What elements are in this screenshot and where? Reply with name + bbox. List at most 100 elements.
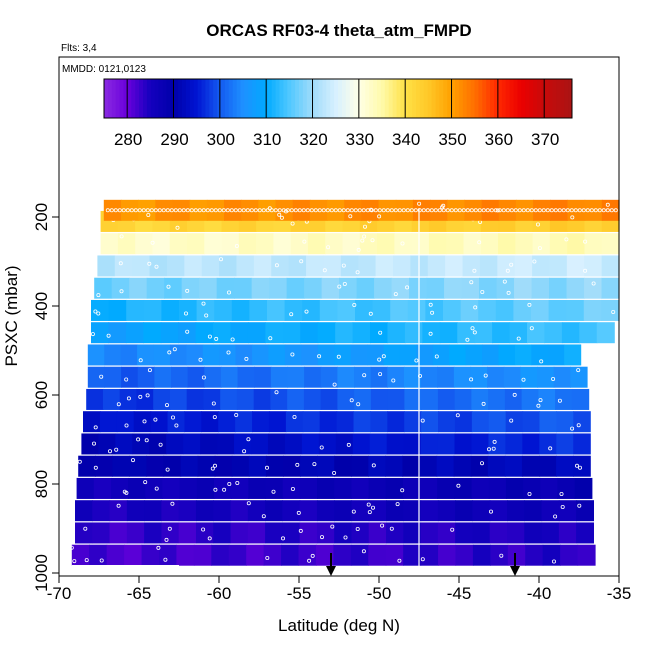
sample-marker	[405, 208, 410, 213]
heatmap-cell	[583, 299, 602, 321]
sample-marker	[469, 208, 474, 213]
heatmap-cell	[470, 366, 488, 388]
heatmap-cell	[368, 522, 387, 544]
heatmap-cell	[254, 366, 272, 388]
heatmap-cell	[504, 455, 523, 477]
sample-marker	[561, 208, 566, 213]
sample-marker	[377, 208, 382, 213]
heatmap-cell	[253, 388, 272, 410]
sample-marker	[343, 535, 348, 540]
colorbar-frame	[103, 78, 573, 119]
heatmap-cell	[144, 500, 162, 522]
sample-marker	[267, 206, 272, 211]
heatmap-cell	[471, 411, 490, 433]
sample-marker	[389, 208, 394, 213]
heatmap-cell	[522, 411, 541, 433]
heatmap-cell	[119, 388, 138, 410]
colorbar-swatch	[540, 79, 546, 118]
heatmap-cell	[497, 255, 516, 277]
heatmap-cell	[247, 322, 266, 344]
heatmap-cell	[479, 255, 498, 277]
sample-marker	[167, 526, 172, 531]
colorbar-swatch	[213, 79, 218, 118]
heatmap-cell	[449, 344, 467, 366]
heatmap-cell	[234, 277, 253, 299]
sample-marker	[154, 264, 159, 269]
colorbar-swatch	[154, 79, 160, 118]
heatmap-cell	[302, 411, 321, 433]
colorbar-swatch	[275, 79, 280, 118]
heatmap-cell	[300, 455, 318, 477]
heatmap-cell	[180, 455, 199, 477]
heatmap-cell	[549, 277, 568, 299]
heatmap-cell	[300, 322, 319, 344]
heatmap-cell	[178, 500, 197, 522]
sample-marker	[326, 245, 331, 250]
sample-marker	[114, 447, 119, 452]
sample-marker	[261, 514, 266, 519]
colorbar-swatch	[548, 79, 553, 118]
sample-marker	[181, 208, 186, 213]
sample-marker	[429, 208, 434, 213]
colorbar-swatch	[330, 79, 335, 118]
sample-marker	[578, 465, 583, 470]
heatmap-cell	[374, 277, 393, 299]
heatmap-cell	[117, 233, 136, 255]
y-tick-label: 600	[32, 381, 51, 409]
heatmap-cell	[457, 322, 476, 344]
heatmap-cell	[541, 522, 560, 544]
x-tick-label: -35	[607, 584, 632, 603]
heatmap-cell	[169, 344, 187, 366]
sample-marker	[545, 208, 550, 213]
colorbar-swatch	[314, 79, 319, 118]
colorbar-tick-label: 330	[346, 130, 374, 149]
heatmap-cell	[318, 433, 337, 455]
sample-marker	[509, 208, 514, 213]
heatmap-cell	[402, 477, 421, 499]
heatmap-cell	[584, 233, 603, 255]
sample-marker	[479, 461, 484, 466]
heatmap-cell	[195, 322, 214, 344]
colorbar-swatch	[349, 79, 355, 118]
sample-marker	[381, 354, 386, 359]
heatmap-cell	[446, 233, 465, 255]
sample-marker	[337, 208, 342, 213]
sample-marker	[241, 208, 246, 213]
colorbar-swatch	[150, 79, 156, 118]
sample-marker	[317, 208, 322, 213]
heatmap-cell	[368, 500, 387, 522]
heatmap-cell	[93, 477, 112, 499]
sample-marker	[90, 332, 95, 337]
heatmap-cell	[351, 500, 370, 522]
heatmap-cell	[566, 299, 585, 321]
colorbar-swatch	[197, 79, 202, 118]
colorbar-swatch	[384, 79, 390, 118]
heatmap-cell	[143, 322, 162, 344]
heatmap-cell	[231, 455, 250, 477]
heatmap-cell	[487, 366, 505, 388]
heatmap-cell	[236, 255, 255, 277]
sample-marker	[274, 263, 279, 268]
sample-marker	[237, 208, 242, 213]
heatmap-cell	[447, 199, 466, 221]
heatmap-cell	[532, 233, 551, 255]
colorbar-swatch	[439, 79, 444, 118]
heatmap-cell	[307, 233, 326, 255]
heatmap-cell	[161, 500, 180, 522]
sample-marker	[174, 423, 179, 428]
sample-marker	[201, 208, 206, 213]
heatmap-cell	[370, 322, 389, 344]
sample-marker	[325, 208, 330, 213]
heatmap-cell	[531, 344, 549, 366]
heatmap-cell	[132, 255, 151, 277]
colorbar-swatch	[462, 79, 468, 118]
x-axis-label: Latitude (deg N)	[278, 616, 400, 635]
heatmap-cell	[385, 544, 404, 566]
heatmap-cell	[301, 433, 320, 455]
colorbar-swatch	[466, 79, 472, 118]
sample-marker	[393, 292, 398, 297]
heatmap-cell	[505, 411, 524, 433]
sample-marker	[99, 374, 104, 379]
heatmap-cell	[282, 522, 301, 544]
y-axis-label: PSXC (mbar)	[2, 265, 21, 366]
